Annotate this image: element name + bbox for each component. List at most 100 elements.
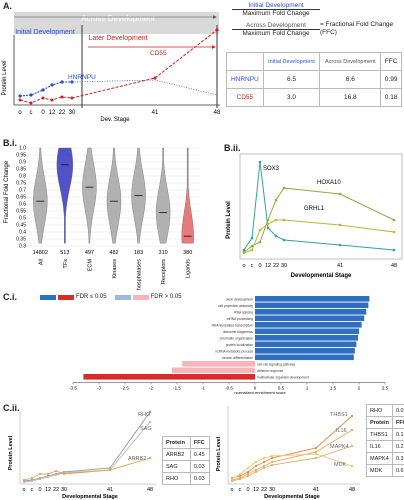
sag-point: [148, 420, 152, 424]
table-header: FFC: [380, 52, 402, 71]
aInit1-text: Initial Development: [15, 29, 75, 36]
hnrnpu-point: [60, 80, 64, 84]
term-label: ribosome biogenesis: [223, 330, 254, 334]
x-tick-label: c: [30, 110, 33, 116]
arrb2-line: [23, 457, 151, 481]
mapk4-point: [262, 466, 266, 470]
x-tick-label: o: [18, 110, 22, 116]
x-tick-label: 0: [246, 487, 249, 493]
sag-label: SAG: [140, 426, 152, 432]
x-tick-label: -3.5: [69, 386, 77, 391]
group-label: TFs: [63, 259, 69, 269]
table-row: HNRNPU 6.5 6.6 0.99: [226, 70, 402, 89]
term-label: cell-cell signaling pathway: [257, 362, 295, 366]
panel-ci-label: C.i.: [3, 292, 18, 302]
hoxa10-point: [282, 186, 286, 190]
x-tick-label: 41: [313, 487, 319, 493]
ciiRYlab-text: Protein Level: [216, 436, 222, 471]
violin-receptors: [155, 147, 171, 244]
grhl1-point: [266, 222, 270, 226]
group-count: 310: [159, 250, 168, 256]
mapk4-point: [254, 470, 258, 474]
term-label: chromatin organization: [220, 336, 254, 340]
mdk-point: [350, 464, 354, 468]
formula-num1: Initial Development: [248, 2, 304, 9]
x-tick-label: -2: [149, 386, 153, 391]
x-tick-label: c: [31, 487, 34, 493]
mapk4-point: [350, 444, 354, 448]
y-tick-label: 0.85: [16, 167, 26, 173]
sag-point: [22, 480, 26, 484]
x-tick-label: c: [239, 487, 242, 493]
group-count: 380: [183, 250, 192, 256]
rho-line: [23, 411, 151, 482]
group-label: Phosphatases: [137, 259, 143, 290]
x-tick-label: 41: [337, 263, 343, 269]
x-tick-label: 22: [53, 487, 59, 493]
x-tick-label: 2: [358, 386, 361, 391]
value-cell: 6.6: [319, 70, 382, 89]
arrb2-point: [38, 472, 42, 476]
nes-bar: [255, 335, 358, 341]
panel-bi-label: B.i.: [3, 138, 18, 148]
cd55-point: [60, 95, 64, 99]
nes-bar: [171, 367, 255, 374]
sox3-point: [250, 236, 254, 240]
mapk4-point: [270, 463, 274, 467]
sox3-point: [242, 248, 246, 252]
gene-cell: CD55: [226, 88, 264, 107]
term-label: neuron differentiation: [222, 356, 253, 360]
table-cell: 0.03: [189, 472, 211, 485]
il16-line: [231, 429, 353, 481]
thbs1-point: [254, 464, 258, 468]
sox3-point: [338, 243, 342, 247]
table-cell: RHO: [162, 472, 191, 485]
thbs1-point: [350, 414, 354, 418]
x-tick-label: 22: [261, 487, 267, 493]
legend-sig-label: FDR ≤ 0.05: [76, 294, 107, 300]
legend-swatch-nonsig-blue: [114, 294, 131, 300]
grhl1-point: [258, 228, 262, 232]
biiXlab-text: Developmental Stage: [291, 273, 352, 279]
cii-left-table: Protein FFC ARRB2 0.45 SAG 0.03 RHO 0.03: [162, 436, 211, 485]
hnrnpu-line-late: [71, 79, 218, 96]
hoxa10-point: [392, 218, 396, 222]
cd55-point: [153, 76, 157, 80]
table-cell: THBS1: [366, 428, 393, 441]
nes-bar: [255, 348, 355, 354]
arrb2-point: [148, 456, 152, 460]
table-row: SAG 0.03: [162, 460, 211, 473]
thbs1-line: [231, 415, 353, 479]
arrb2-point: [54, 469, 58, 473]
x-tick-label: 2.5: [382, 386, 389, 391]
x-tick-label: -2.5: [121, 386, 129, 391]
ciiLXlab-text: Developmental Stage: [62, 494, 118, 500]
hnrnpu-point: [18, 94, 22, 98]
value-cell: 0.18: [380, 88, 402, 107]
table-header: Across Development: [319, 52, 382, 71]
grhl1-line: [243, 219, 395, 254]
x-tick-label: -3: [97, 386, 101, 391]
thbs1-point: [262, 460, 266, 464]
term-label: RNA-templated transcription: [212, 323, 254, 327]
violin-all: [33, 147, 48, 244]
x-tick-label: 1.5: [330, 386, 337, 391]
mdk-line: [231, 453, 353, 480]
group-label: Kinases: [112, 259, 118, 279]
x-tick-label: 41: [152, 110, 159, 116]
x-tick-label: 12: [253, 487, 259, 493]
arrb2-point: [108, 468, 112, 472]
term-label: defense response: [257, 369, 283, 373]
mapk4-label: MAPK4: [330, 444, 349, 450]
across-band: [14, 12, 219, 34]
il16-point: [314, 450, 318, 454]
mdk-point: [314, 452, 318, 456]
x-tick-label: 0: [38, 487, 41, 493]
panel-bii-label: B.ii.: [224, 143, 241, 153]
hnrnpu-point: [41, 88, 45, 92]
table-cell: MDK: [366, 464, 393, 477]
y-tick-label: 0.3: [19, 244, 26, 250]
violin-ligands: [181, 147, 194, 244]
sag-point: [38, 477, 42, 481]
